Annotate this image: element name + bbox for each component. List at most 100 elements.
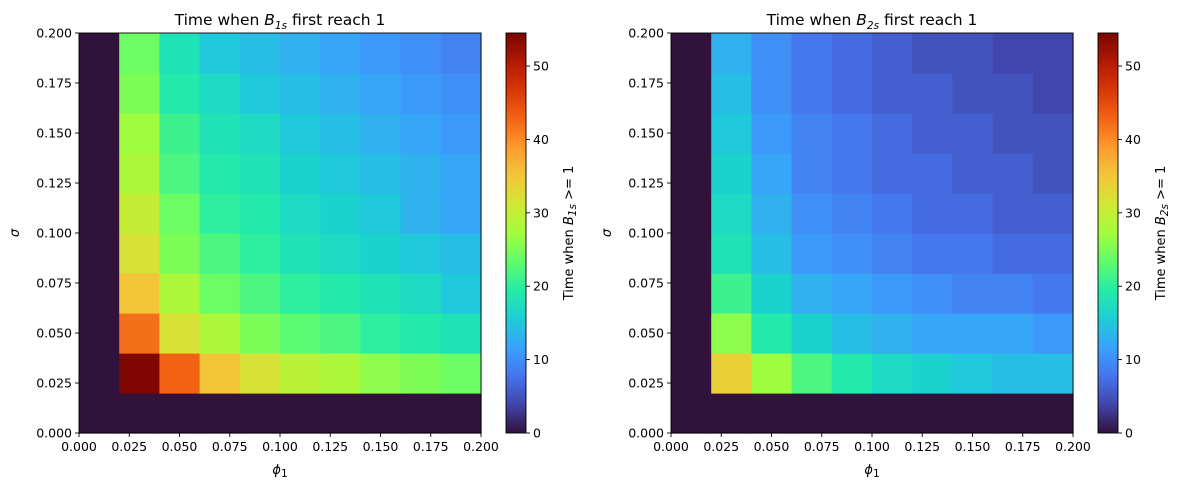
heatmap-cell	[711, 393, 752, 434]
heatmap-cell	[872, 353, 913, 394]
y-tick-label: 0.100	[628, 226, 664, 241]
title-variable: B	[264, 11, 275, 29]
heatmap-cell	[360, 73, 402, 114]
heatmap-cell	[952, 313, 994, 354]
heatmap-cell	[992, 353, 1034, 394]
y-tick-label: 0.075	[36, 276, 72, 291]
y-tick-label: 0.050	[628, 326, 664, 341]
heatmap-cell	[159, 313, 201, 354]
colorbar-tick-label: 50	[1125, 59, 1141, 74]
x-tick-label: 0.150	[955, 439, 991, 454]
heatmap-cell	[751, 273, 793, 314]
heatmap-cell	[119, 273, 160, 314]
heatmap-cell	[912, 313, 953, 354]
heatmap-cell	[280, 313, 321, 354]
heatmap-cell	[671, 33, 712, 74]
heatmap-cell	[280, 353, 321, 394]
heatmap-cell	[1032, 33, 1074, 74]
x-tick-label: 0.025	[111, 439, 147, 454]
heatmap-cell	[912, 233, 953, 274]
colorbar-tick-label: 20	[533, 279, 549, 294]
heatmap-cell	[952, 113, 994, 154]
x-tick-label: 0.025	[703, 439, 739, 454]
heatmap-cell	[440, 193, 482, 234]
heatmap-cell	[831, 113, 873, 154]
heatmap-cell	[831, 233, 873, 274]
heatmap-cell	[320, 33, 361, 74]
colorbar-tick-label: 10	[1125, 352, 1141, 367]
heatmap-cell	[872, 113, 913, 154]
heatmap-cell	[320, 113, 361, 154]
heatmap-cell	[831, 313, 873, 354]
heatmap-cell	[952, 393, 994, 434]
heatmap-cell	[872, 233, 913, 274]
x-tick-label: 0.100	[854, 439, 890, 454]
heatmap-cell	[952, 233, 994, 274]
heatmap-cell	[872, 273, 913, 314]
heatmap-cell	[320, 153, 361, 194]
heatmap-cell	[912, 33, 953, 74]
x-tick-label: 0.000	[653, 439, 689, 454]
heatmap-cell	[239, 153, 281, 194]
title-text: Time when	[766, 11, 857, 29]
heatmap-cell	[1032, 153, 1074, 194]
heatmap-cell	[751, 313, 793, 354]
heatmap-cell	[791, 273, 833, 314]
heatmap-cell	[320, 313, 361, 354]
heatmap-cell	[239, 233, 281, 274]
heatmap-cell	[791, 313, 833, 354]
heatmap-cell	[320, 73, 361, 114]
heatmap-cell	[280, 73, 321, 114]
colorbar-label-text: >= 1	[1154, 166, 1169, 204]
heatmap-cell	[400, 313, 442, 354]
heatmap-cell	[79, 153, 120, 194]
heatmap-cell	[79, 393, 120, 434]
heatmap-cell	[79, 353, 120, 394]
heatmap-cell	[791, 233, 833, 274]
heatmap-cell	[400, 33, 442, 74]
heatmap-cell	[831, 33, 873, 74]
heatmap-cell	[711, 153, 752, 194]
heatmap-cell	[791, 193, 833, 234]
heatmap-cell	[159, 393, 201, 434]
heatmap-cell	[360, 33, 402, 74]
colorbar-frame	[505, 32, 527, 434]
heatmap-cell	[239, 73, 281, 114]
heatmap-cell	[400, 273, 442, 314]
title-subscript: 2s	[867, 20, 880, 32]
heatmap-cell	[239, 113, 281, 154]
colorbar-tick-label: 10	[533, 352, 549, 367]
heatmap-cell	[671, 193, 712, 234]
heatmap-cell	[79, 233, 120, 274]
heatmap-cell	[440, 33, 482, 74]
heatmap-cell	[671, 113, 712, 154]
heatmap-cell	[159, 153, 201, 194]
heatmap-cell	[159, 353, 201, 394]
y-tick-label: 0.025	[628, 376, 664, 391]
heatmap-cell	[711, 193, 752, 234]
colorbar: 0 10 20 30 40 50 Time when B1s >= 1	[505, 32, 579, 441]
heatmap-cell	[791, 73, 833, 114]
x-tick-label: 0.075	[212, 439, 248, 454]
heatmap-cell	[952, 153, 994, 194]
heatmap-cell	[320, 273, 361, 314]
heatmap-cell	[992, 113, 1034, 154]
colorbar-gradient	[506, 33, 526, 433]
heatmap-cell	[360, 273, 402, 314]
y-tick-label: 0.075	[628, 276, 664, 291]
heatmap-cell	[239, 313, 281, 354]
heatmap-cell	[320, 193, 361, 234]
x-axis-label: ϕ1	[272, 463, 287, 480]
heatmap-cell	[79, 73, 120, 114]
heatmap-cell	[280, 193, 321, 234]
heatmap-cell	[751, 393, 793, 434]
y-axis-variable: σ	[600, 228, 615, 237]
heatmap-cell	[992, 393, 1034, 434]
heatmap-cell	[711, 113, 752, 154]
heatmap-cell	[992, 33, 1034, 74]
heatmap-cell	[320, 233, 361, 274]
heatmap-cell	[751, 33, 793, 74]
title-text: Time when	[174, 11, 265, 29]
heatmap-cell	[671, 233, 712, 274]
